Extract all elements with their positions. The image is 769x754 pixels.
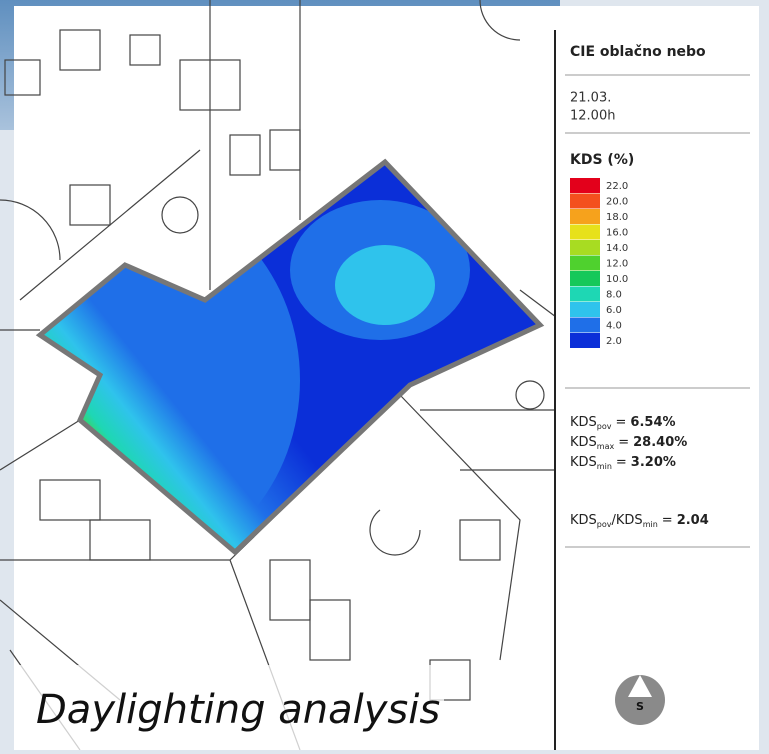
legend-label: 20.0 xyxy=(606,197,628,208)
legend-swatch xyxy=(570,178,600,193)
legend-label: 12.0 xyxy=(606,259,628,270)
legend-label: 8.0 xyxy=(606,290,622,301)
legend-label: 2.0 xyxy=(606,336,622,347)
north-label: S xyxy=(636,700,644,713)
text-part: min xyxy=(597,462,612,471)
legend-label: 4.0 xyxy=(606,321,622,332)
legend-swatch xyxy=(570,271,600,286)
legend-label: 6.0 xyxy=(606,305,622,316)
stat: KDSmax= 28.40% xyxy=(570,435,687,451)
stat: KDSmin = 3.20% xyxy=(570,455,676,471)
legend-label: 22.0 xyxy=(606,181,628,192)
time: 12.00h xyxy=(570,109,615,124)
text-part: = xyxy=(662,513,673,528)
date: 21.03. xyxy=(570,91,611,106)
page: {"caption": "Daylighting analysis", "pan… xyxy=(0,0,769,750)
legend-label: 18.0 xyxy=(606,212,628,223)
text-part: KDS xyxy=(570,415,597,430)
text-part: = xyxy=(618,435,629,450)
text-part: 3.20% xyxy=(631,455,676,470)
text-part: pov xyxy=(597,422,612,431)
screenshot: CIE oblačno nebo 21.03. 12.00h KDS (%) 2… xyxy=(0,0,769,750)
caption: Daylighting analysis xyxy=(36,687,440,733)
legend-swatch xyxy=(570,318,600,333)
text-part: /KDS xyxy=(612,513,643,528)
text-part: max xyxy=(597,442,615,451)
legend-label: 14.0 xyxy=(606,243,628,254)
text-part: KDS xyxy=(570,455,597,470)
stat: KDSpov/KDSmin = 2.04 xyxy=(570,513,709,529)
stat: KDSpov =6.54% xyxy=(570,415,676,431)
text-part: 2.04 xyxy=(677,513,709,528)
legend-swatch xyxy=(570,225,600,240)
text-part: pov xyxy=(597,520,612,529)
text-part: = xyxy=(616,415,627,430)
legend-swatch xyxy=(570,240,600,255)
legend-swatch xyxy=(570,287,600,302)
legend-swatch xyxy=(570,256,600,271)
legend-label: 16.0 xyxy=(606,228,628,239)
legend-swatch xyxy=(570,302,600,317)
text-part: KDS xyxy=(570,435,597,450)
legend-label: 10.0 xyxy=(606,274,628,285)
legend-swatch xyxy=(570,209,600,224)
sky-model: CIE oblačno nebo xyxy=(570,44,706,60)
text-part: KDS xyxy=(570,513,597,528)
text-part: = xyxy=(616,455,627,470)
legend-title: KDS (%) xyxy=(570,152,634,168)
text-part: 28.40% xyxy=(633,435,687,450)
text-part: 6.54% xyxy=(630,415,675,430)
legend-swatch xyxy=(570,194,600,209)
legend-swatch xyxy=(570,333,600,348)
text-part: min xyxy=(643,520,658,529)
